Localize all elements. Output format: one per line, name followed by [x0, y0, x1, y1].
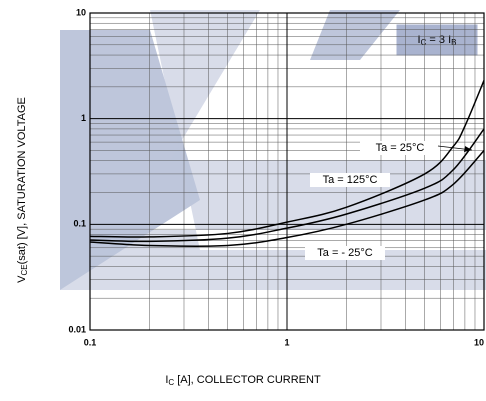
series-line [89, 149, 485, 248]
y-tick-label: 0.01 [68, 324, 86, 334]
label-bg [305, 246, 385, 260]
y-tick-label: 10 [76, 7, 86, 17]
y-tick-label: 1 [81, 113, 86, 123]
x-tick-label tick: 0.1 [84, 337, 97, 347]
series-line [89, 80, 485, 238]
series-line [89, 128, 485, 243]
y-axis-label: VCE(sat) [V], SATURATION VOLTAGE [16, 97, 29, 283]
label-bg [360, 141, 440, 155]
watermark [60, 10, 486, 290]
series-label: Ta = - 25°C [317, 247, 373, 259]
label-bg [310, 173, 390, 187]
plot-frame [89, 12, 485, 331]
series-label: Ta = 25°C [376, 142, 425, 154]
annotation: IC = 3 IB [418, 34, 457, 47]
x-axis-label: IC [A], COLLECTOR CURRENT [165, 374, 321, 387]
series-label: Ta = 125°C [323, 174, 378, 186]
y-tick-label: 0.1 [73, 219, 86, 229]
x-tick-label tick: 10 [474, 337, 484, 347]
label-arrowhead [464, 146, 472, 152]
x-tick-label tick: 1 [284, 337, 289, 347]
